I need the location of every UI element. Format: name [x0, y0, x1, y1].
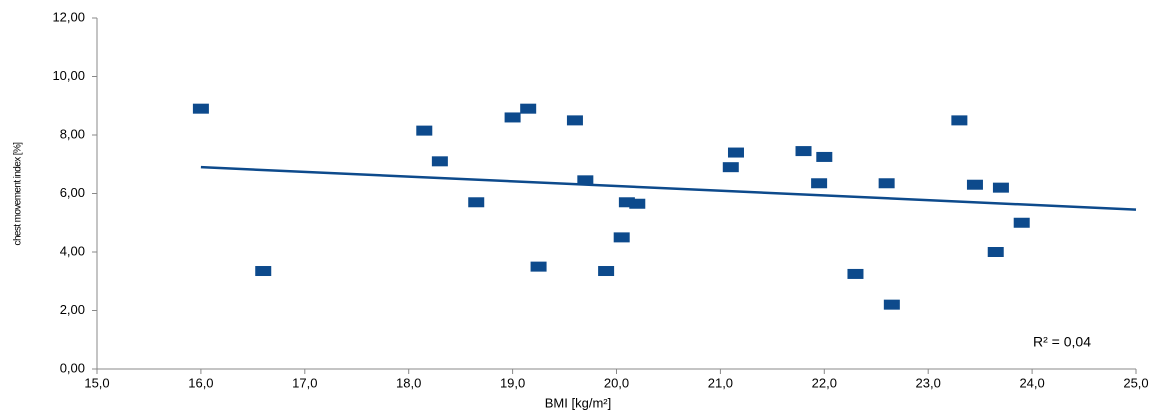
y-tick-label: 2,00	[60, 302, 85, 317]
point	[966, 179, 983, 190]
x-tick-label: 23,0	[916, 375, 941, 390]
y-tick-label: 12,00	[52, 9, 85, 24]
x-tick-label: 25,0	[1123, 375, 1148, 390]
point	[618, 197, 635, 208]
y-tick-label: 10,00	[52, 68, 85, 83]
point	[431, 156, 448, 167]
y-tick-label: 4,00	[60, 243, 85, 258]
point	[847, 268, 864, 279]
point	[192, 103, 209, 114]
y-tick-label: 0,00	[60, 360, 85, 375]
x-axis-label: BMI [kg/m²]	[545, 395, 611, 410]
point	[1013, 217, 1030, 228]
annotation: R² = 0,04	[1033, 334, 1091, 350]
point	[577, 175, 594, 186]
point	[727, 147, 744, 158]
point	[987, 247, 1004, 257]
point	[530, 261, 547, 272]
y-axis-label: chest movement index [%]	[13, 142, 24, 246]
point	[566, 115, 583, 126]
point	[722, 162, 739, 173]
x-tick-label: 21,0	[708, 375, 733, 390]
point	[598, 266, 615, 277]
point	[468, 197, 485, 208]
point	[878, 178, 895, 189]
point	[795, 146, 812, 157]
x-tick-label: 15,0	[84, 375, 109, 390]
point	[255, 266, 272, 277]
trendline	[200, 165, 1137, 211]
point	[613, 232, 630, 243]
point	[811, 178, 828, 189]
x-tick-label: 19,0	[500, 375, 525, 390]
x-tick-label: 17,0	[292, 375, 317, 390]
point	[883, 299, 900, 310]
point	[992, 182, 1009, 193]
y-tick-label: 8,00	[60, 126, 85, 141]
point	[816, 151, 833, 162]
point	[504, 112, 521, 123]
point	[951, 115, 968, 126]
x-tick-label: 24,0	[1019, 375, 1044, 390]
x-tick-label: 18,0	[396, 375, 421, 390]
point	[520, 103, 537, 114]
x-tick-label: 20,0	[604, 375, 629, 390]
x-tick-label: 22,0	[812, 375, 837, 390]
y-tick-label: 6,00	[60, 185, 85, 200]
point	[629, 198, 646, 209]
point	[416, 125, 433, 136]
x-tick-label: 16,0	[188, 375, 213, 390]
